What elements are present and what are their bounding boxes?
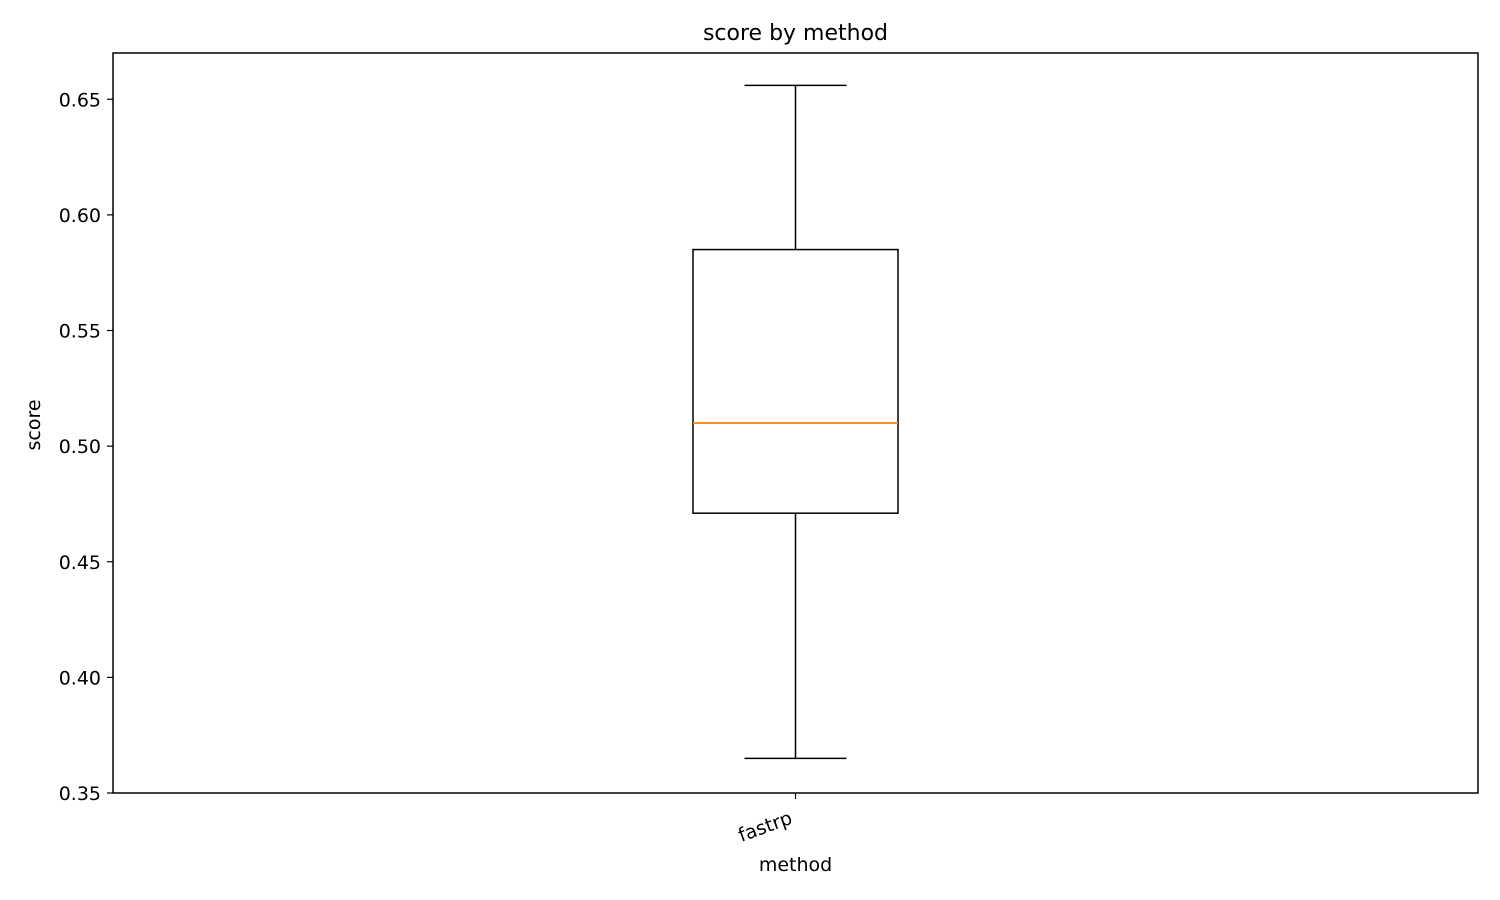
y-tick-label: 0.45 <box>59 552 101 574</box>
x-tick-label: fastrp <box>735 807 795 847</box>
box-fastrp <box>692 84 899 760</box>
iqr-box <box>692 248 899 514</box>
x-axis-label: method <box>759 854 832 876</box>
x-axis-ticks: fastrp <box>735 793 797 847</box>
y-tick-label: 0.35 <box>59 783 101 805</box>
chart-title: score by method <box>703 21 888 46</box>
y-axis-label: score <box>23 399 45 450</box>
y-axis-ticks: 0.35 0.40 0.45 0.50 0.55 0.60 0.65 <box>59 89 113 805</box>
y-tick-label: 0.40 <box>59 667 101 689</box>
y-tick-label: 0.65 <box>59 89 101 111</box>
y-tick-label: 0.55 <box>59 321 101 343</box>
box-series <box>692 84 899 760</box>
y-tick-label: 0.50 <box>59 436 101 458</box>
y-tick-label: 0.60 <box>59 205 101 227</box>
